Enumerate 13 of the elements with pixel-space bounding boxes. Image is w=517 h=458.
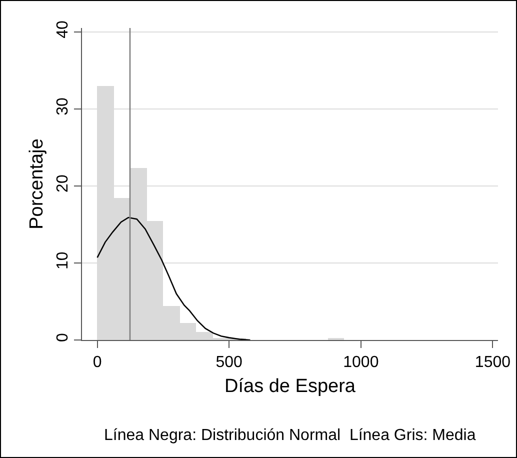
y-tick-label: 0 (54, 333, 72, 342)
y-tick-label: 20 (54, 174, 72, 192)
x-tick-label: 1500 (474, 354, 511, 372)
y-axis-title: Porcentaje (26, 138, 48, 230)
line-series (96, 216, 251, 340)
x-tick-label: 0 (92, 354, 102, 372)
y-tick-label: 10 (54, 252, 72, 270)
x-axis-title: Días de Espera (224, 376, 356, 397)
x-tick-label: 1000 (343, 354, 379, 372)
y-tick-label: 40 (54, 20, 72, 38)
x-tick-label: 500 (216, 354, 243, 372)
y-tick-label: 30 (54, 97, 72, 116)
text: Línea Negra: Distribución Normal Línea Gris: Media (104, 427, 476, 444)
